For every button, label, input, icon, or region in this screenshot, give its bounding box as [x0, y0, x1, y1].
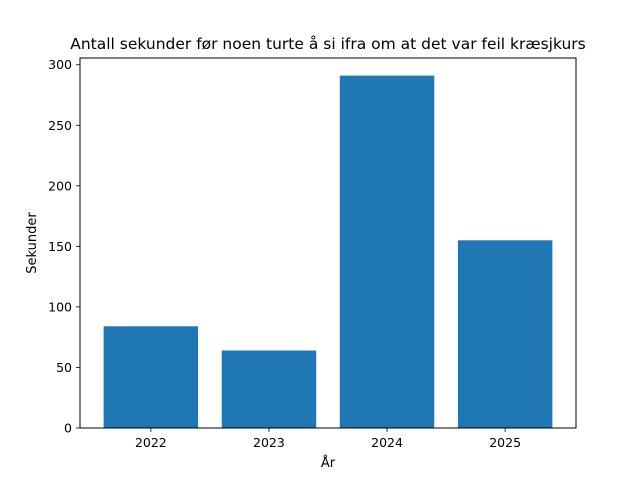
bar-group [103, 75, 553, 428]
x-tick-label: 2024 [371, 435, 403, 450]
x-axis-label: År [321, 455, 336, 471]
y-tick-label: 300 [48, 57, 72, 72]
y-tick-label: 0 [64, 421, 72, 436]
x-tick-label: 2025 [489, 435, 521, 450]
chart-title: Antall sekunder før noen turte å si ifra… [70, 35, 586, 53]
x-tick-label: 2022 [135, 435, 167, 450]
y-tick-label: 100 [48, 299, 72, 314]
plot-frame [79, 57, 577, 429]
bar-2023 [221, 350, 317, 428]
tick-group: 2022 2023 2024 2025 0 50 100 150 200 250 300 [48, 57, 521, 450]
bar-2025 [457, 240, 553, 428]
y-tick-label: 250 [48, 118, 72, 133]
y-tick-label: 200 [48, 178, 72, 193]
bar-2024 [339, 75, 435, 428]
y-axis-label: Sekunder [25, 212, 40, 274]
y-tick-label: 50 [56, 360, 72, 375]
y-tick-label: 150 [48, 239, 72, 254]
bar-2022 [103, 326, 199, 428]
x-tick-label: 2023 [253, 435, 285, 450]
